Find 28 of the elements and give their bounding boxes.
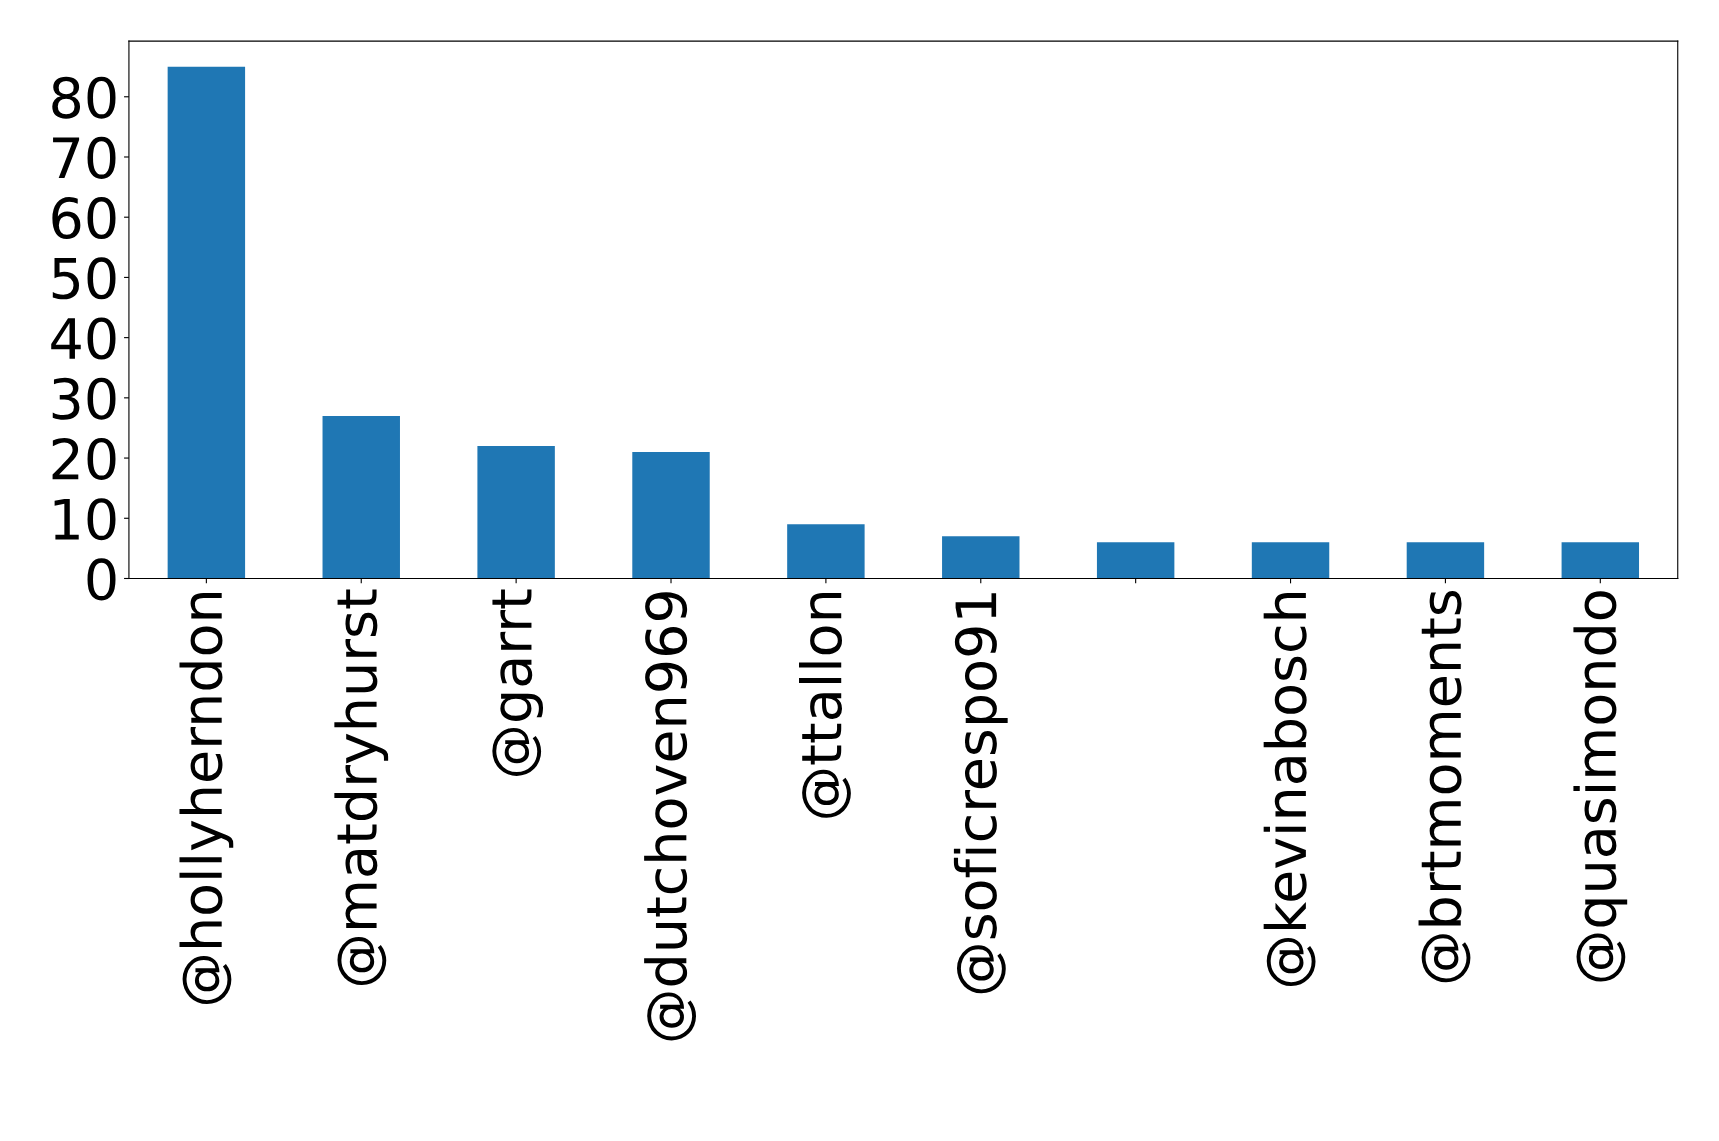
y-tick-label: 60 (52, 197, 116, 240)
bar (167, 66, 246, 579)
x-tick-label: @garrt (492, 589, 544, 776)
bar (1251, 542, 1330, 579)
y-tick-label: 80 (52, 76, 116, 119)
bar (1406, 542, 1485, 579)
x-tick-label: @hollyherndon (179, 592, 234, 1004)
bar (477, 446, 555, 579)
bar (322, 415, 400, 579)
bar (1561, 542, 1640, 579)
x-tick-label: @matdryhurst (334, 589, 389, 986)
x-tick-label: @brtmoments (1418, 590, 1471, 983)
y-tick-label: 50 (52, 257, 116, 300)
x-tick-label: @dutchoven969 (644, 592, 696, 1041)
x-tick-label: @ttallon (799, 592, 851, 818)
y-tick-label: 40 (51, 317, 116, 360)
y-tick-label: 70 (53, 136, 116, 179)
y-tick-label: 20 (52, 437, 116, 480)
x-tick-label: @quasimondo (1573, 591, 1628, 982)
y-tick-label: 0 (87, 558, 116, 601)
bar (1096, 542, 1175, 579)
y-tick-label: 10 (54, 498, 116, 541)
bar (632, 452, 710, 579)
bar (942, 536, 1020, 579)
x-tick-label: @kevinabosch (1263, 592, 1316, 986)
bar (787, 524, 865, 579)
y-tick-label: 30 (52, 377, 116, 420)
x-tick-label: @soficrespo91 (953, 593, 1008, 994)
